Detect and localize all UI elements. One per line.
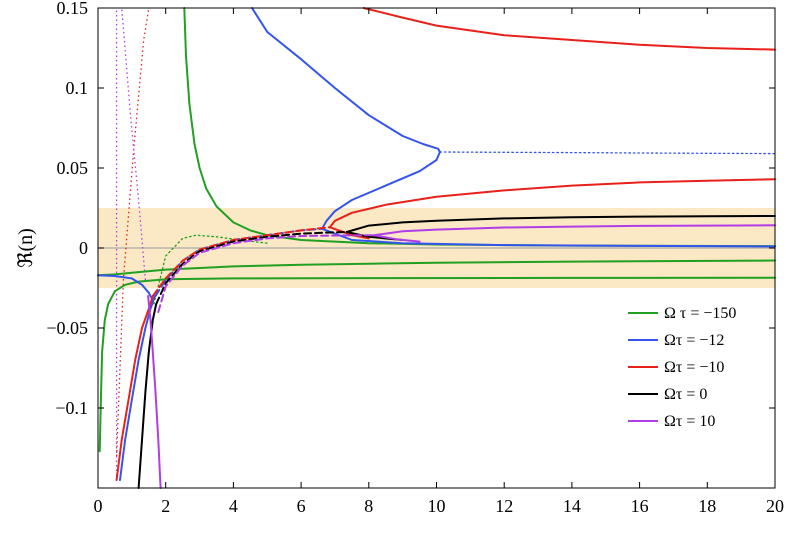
- x-tick-label: 0: [94, 496, 103, 516]
- y-tick-label: 0.15: [57, 0, 89, 18]
- x-tick-label: 8: [364, 496, 373, 516]
- legend: Ω τ = −150 Ωτ = −12 Ωτ = −10 Ωτ = 0 Ωτ = 10: [628, 305, 736, 430]
- series-3-branch-2-solid: [137, 303, 158, 489]
- series-1-branch-0-solid: [251, 7, 441, 153]
- legend-label-4: Ωτ = 10: [664, 413, 715, 430]
- series-layer: [97, 7, 776, 489]
- y-tick-label: 0.1: [66, 78, 89, 98]
- series-2-branch-4-dashed: [151, 226, 331, 297]
- series-3-branch-0-solid: [345, 215, 776, 233]
- x-tick-label: 2: [161, 496, 170, 516]
- series-0-branch-1-solid: [97, 259, 776, 277]
- y-axis-label: ℜ(n): [15, 228, 37, 268]
- series-4-branch-2-solid: [147, 295, 162, 489]
- series-2-branch-1-solid: [328, 178, 776, 229]
- legend-label-1: Ωτ = −12: [664, 332, 724, 349]
- extra-dotted-line-1: [115, 7, 150, 457]
- plot-area-group: 0 2 4 6 8 10 12 14 16 18 20 −0.1 −0.05 0 0.05 0.1 0.15: [46, 0, 784, 516]
- series-4-branch-0-solid: [372, 224, 776, 237]
- series-4-branch-3-dashed: [157, 234, 375, 313]
- y-tick-label: 0.05: [57, 158, 89, 178]
- series-2-branch-2-solid: [328, 226, 370, 240]
- x-tick-label: 20: [766, 496, 784, 516]
- series-4-branch-1-solid: [372, 234, 421, 243]
- series-1-branch-4-solid: [119, 295, 156, 481]
- series-1-branch-6-dotted: [439, 151, 776, 155]
- x-tick-label: 18: [698, 496, 716, 516]
- y-tick-label: −0.05: [46, 318, 88, 338]
- series-1-branch-3-solid: [97, 274, 154, 301]
- ticks-layer: 0 2 4 6 8 10 12 14 16 18 20 −0.1 −0.05 0 0.05 0.1 0.15: [46, 0, 784, 516]
- series-1-branch-2-solid: [321, 227, 776, 248]
- series-3-branch-3-dashed: [155, 231, 348, 305]
- x-tick-label: 10: [428, 496, 446, 516]
- legend-label-3: Ωτ = 0: [664, 386, 707, 403]
- series-0-branch-2-solid: [98, 276, 776, 453]
- series-1-branch-1-solid: [321, 151, 441, 230]
- x-tick-label: 12: [495, 496, 513, 516]
- x-tick-label: 14: [563, 496, 581, 516]
- x-tick-label: 16: [631, 496, 649, 516]
- series-2-branch-0-solid: [362, 7, 776, 51]
- legend-label-2: Ωτ = −10: [664, 359, 724, 376]
- y-tick-label: −0.1: [55, 398, 88, 418]
- legend-label-0: Ω τ = −150: [664, 305, 736, 322]
- x-tick-label: 4: [229, 496, 238, 516]
- x-tick-label: 6: [297, 496, 306, 516]
- y-tick-label: 0: [79, 238, 88, 258]
